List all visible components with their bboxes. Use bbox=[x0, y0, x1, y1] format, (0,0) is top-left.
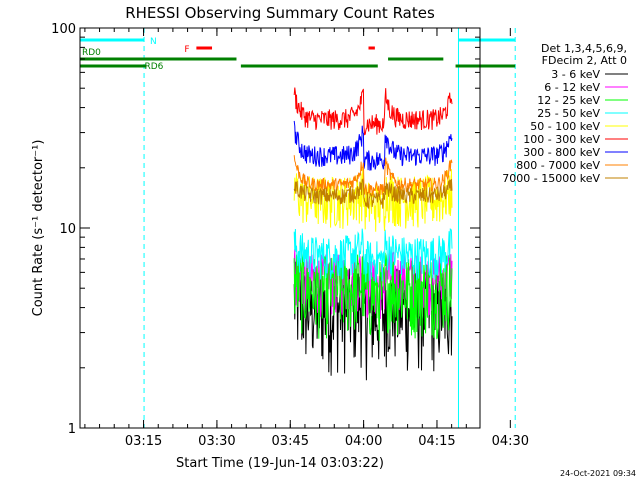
series-layer bbox=[293, 87, 453, 381]
timestamp: 24-Oct-2021 09:34 bbox=[560, 469, 636, 478]
flag-layer: N F RD0 RD6 bbox=[80, 37, 516, 72]
x-tick-label: 04:00 bbox=[345, 434, 382, 449]
axis-layer: 1 10 100 03:15 03:30 03:45 04:00 04:15 04:30 bbox=[51, 22, 529, 449]
series-line bbox=[293, 155, 453, 196]
flag-label: F bbox=[184, 45, 189, 55]
x-axis-label: Start Time (19-Jun-14 03:03:22) bbox=[176, 456, 384, 471]
legend-label: 800 - 7000 keV bbox=[516, 159, 600, 172]
y-tick-label: 10 bbox=[59, 222, 76, 237]
chart-title: RHESSI Observing Summary Count Rates bbox=[125, 4, 435, 22]
legend-label: 7000 - 15000 keV bbox=[502, 172, 600, 185]
legend-label: 300 - 800 keV bbox=[523, 146, 600, 159]
legend-header: FDecim 2, Att 0 bbox=[542, 54, 627, 67]
x-tick-label: 03:15 bbox=[125, 434, 162, 449]
legend-label: 100 - 300 keV bbox=[523, 133, 600, 146]
legend-label: 50 - 100 keV bbox=[530, 120, 600, 133]
x-tick-label: 03:30 bbox=[198, 434, 235, 449]
legend-label: 12 - 25 keV bbox=[537, 94, 600, 107]
legend-label: 3 - 6 keV bbox=[551, 68, 600, 81]
y-tick-label: 1 bbox=[68, 422, 76, 437]
flag-label: RD6 bbox=[145, 62, 164, 72]
legend-label: 6 - 12 keV bbox=[544, 81, 600, 94]
legend-header: Det 1,3,4,5,6,9, bbox=[541, 42, 627, 55]
y-axis-label: Count Rate (s⁻¹ detector⁻¹) bbox=[31, 140, 46, 317]
y-tick-label: 100 bbox=[51, 22, 76, 37]
series-line bbox=[293, 228, 453, 283]
legend-label: 25 - 50 keV bbox=[537, 107, 600, 120]
x-tick-label: 03:45 bbox=[272, 434, 309, 449]
x-tick-label: 04:15 bbox=[418, 434, 455, 449]
series-line bbox=[293, 178, 453, 209]
flag-label: RD0 bbox=[82, 48, 101, 58]
x-tick-label: 04:30 bbox=[492, 434, 529, 449]
series-line bbox=[293, 87, 453, 136]
series-line bbox=[293, 120, 453, 171]
flag-label: N bbox=[150, 37, 157, 47]
legend: Det 1,3,4,5,6,9,FDecim 2, Att 03 - 6 keV… bbox=[502, 42, 628, 185]
